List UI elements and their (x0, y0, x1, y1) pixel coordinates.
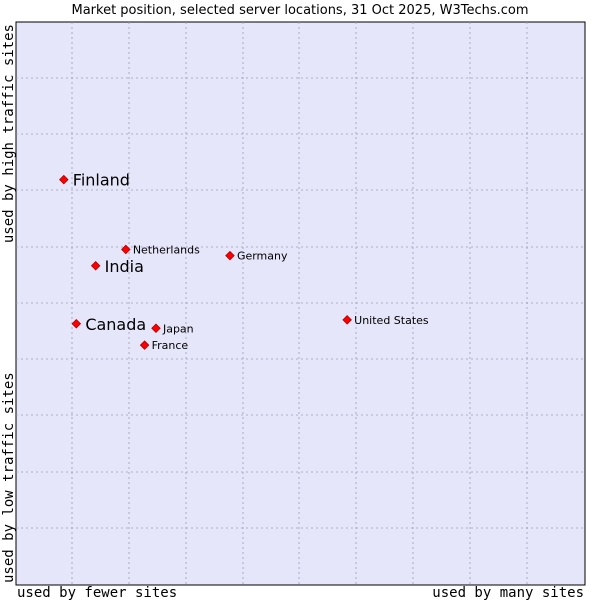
point-marker-netherlands (121, 244, 131, 255)
point-label-netherlands: Netherlands (133, 243, 200, 256)
point-marker-finland (59, 174, 69, 185)
point-label-canada: Canada (85, 315, 146, 334)
x-axis-label-left: used by fewer sites (17, 585, 177, 600)
point-label-finland: Finland (73, 171, 130, 190)
plot-area (15, 21, 586, 586)
point-label-india: India (105, 257, 144, 276)
grid-lines (16, 22, 585, 585)
y-axis-label-top: used by high traffic sites (1, 24, 17, 243)
x-axis-label-right: used by many sites (432, 585, 584, 600)
data-points: Finland Netherlands Germany India United Sta… (59, 171, 429, 352)
point-marker-united-states (342, 315, 352, 325)
point-label-united-states: United States (354, 314, 429, 327)
chart-title: Market position, selected server locatio… (71, 3, 528, 18)
point-marker-india (90, 261, 101, 271)
point-marker-canada (71, 319, 82, 329)
point-marker-japan (151, 323, 161, 334)
point-label-japan: Japan (162, 322, 194, 335)
point-label-germany: Germany (237, 250, 288, 263)
point-label-france: France (152, 339, 189, 352)
point-marker-germany (225, 250, 235, 261)
y-axis-label-bottom: used by low traffic sites (1, 372, 17, 583)
point-marker-france (139, 340, 150, 350)
